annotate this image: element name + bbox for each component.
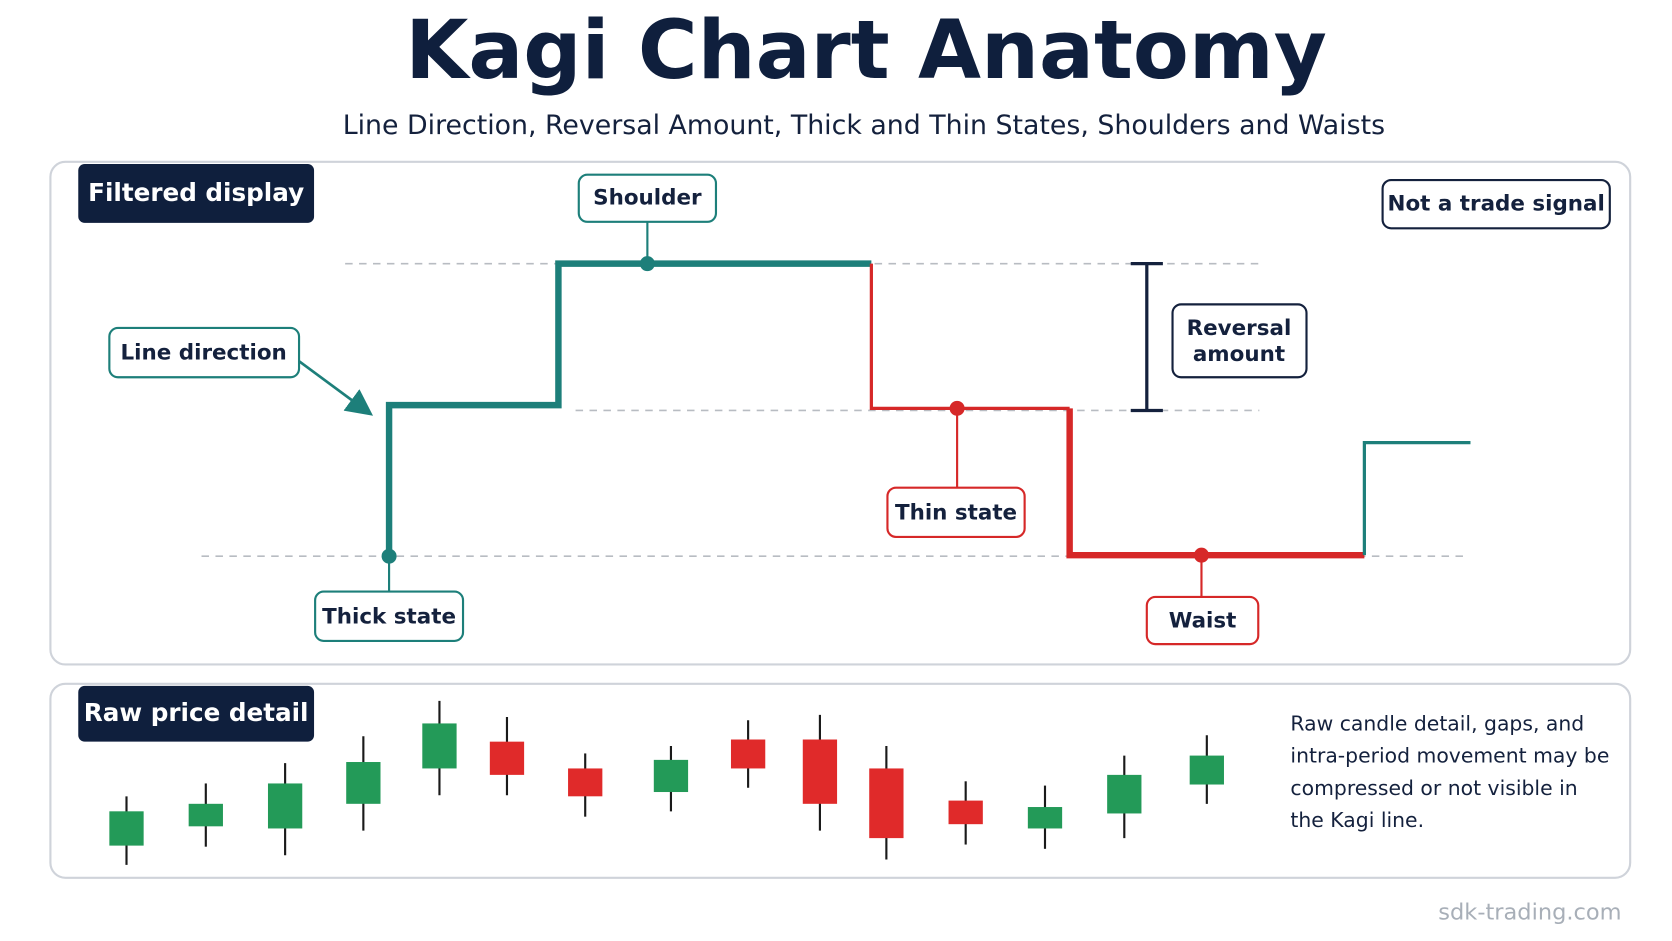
- callout-box: [577, 173, 718, 223]
- subtitle: Line Direction, Reversal Amount, Thick a…: [343, 110, 1385, 141]
- candle-body: [802, 739, 838, 804]
- dot: [949, 400, 965, 416]
- badge-box: [1381, 178, 1611, 230]
- callout-box: [108, 326, 301, 379]
- filtered-panel: [49, 160, 1632, 666]
- candle-body: [188, 803, 223, 827]
- callout-box: [1171, 303, 1308, 379]
- kagi-thin: [869, 263, 1070, 410]
- candle-body: [948, 800, 983, 825]
- note-line: compressed or not visible in: [1290, 776, 1577, 800]
- note-line: Raw candle detail, gaps, and: [1290, 712, 1584, 736]
- candle-body: [267, 783, 303, 829]
- callout: Thin state: [895, 500, 1017, 525]
- dot: [1193, 547, 1209, 563]
- title: Kagi Chart Anatomy: [405, 3, 1327, 98]
- candles: [109, 700, 1224, 865]
- candle-body: [109, 811, 144, 846]
- callout: Line direction: [121, 341, 287, 366]
- callout-box: [314, 590, 465, 642]
- candle-body: [346, 762, 381, 804]
- kagi-thick: [1066, 408, 1365, 559]
- panel-label-box: [78, 685, 315, 742]
- candle-body: [730, 739, 766, 769]
- reversal-bracket: [1130, 262, 1163, 413]
- dot: [381, 548, 397, 564]
- callout-box: [886, 486, 1026, 539]
- kagi-thin: [1362, 441, 1471, 556]
- panel-label: Raw price detail: [84, 698, 309, 727]
- callout-box: [1145, 595, 1260, 646]
- arrow: [298, 360, 374, 416]
- candle-body: [1027, 807, 1063, 829]
- panel-label: Filtered display: [88, 178, 304, 207]
- candle-body: [422, 723, 457, 769]
- panel-label-box: [78, 163, 315, 223]
- kagi-thick: [385, 260, 872, 557]
- callout: Waist: [1169, 609, 1237, 634]
- candle-body: [1107, 774, 1142, 814]
- callout: Shoulder: [593, 185, 702, 210]
- callout: Reversal: [1187, 316, 1292, 341]
- candle-body: [568, 768, 603, 797]
- dot: [639, 256, 655, 272]
- candle-body: [1189, 755, 1224, 785]
- candle-body: [869, 768, 904, 839]
- candle-body: [653, 759, 689, 793]
- candle-body: [489, 741, 525, 775]
- callout: Thick state: [322, 604, 456, 629]
- footer: sdk-trading.com: [1438, 900, 1621, 926]
- note-line: the Kagi line.: [1290, 808, 1424, 832]
- callout: amount: [1193, 342, 1285, 367]
- badge: Not a trade signal: [1388, 192, 1605, 217]
- note-line: intra-period movement may be: [1290, 744, 1609, 768]
